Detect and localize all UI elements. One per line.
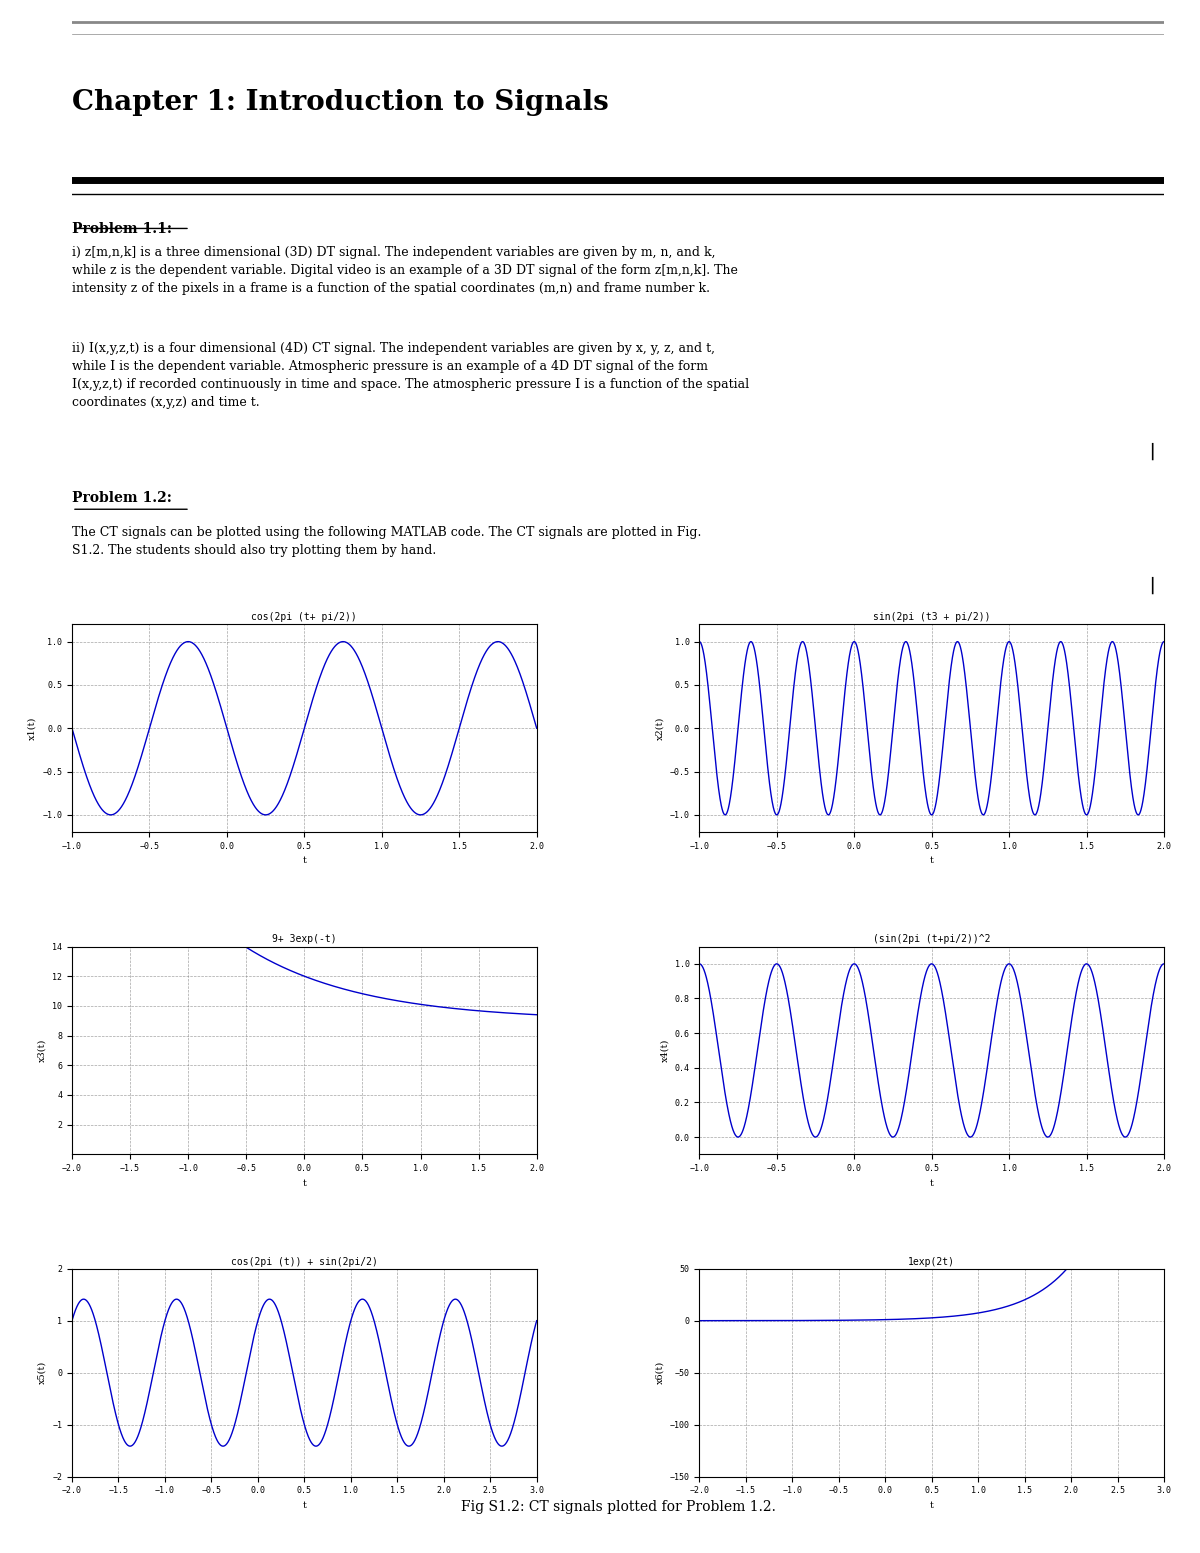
X-axis label: t: t [302, 1500, 306, 1510]
Y-axis label: x1(t): x1(t) [28, 716, 37, 739]
X-axis label: t: t [930, 1500, 934, 1510]
Text: ii) I(x,y,z,t) is a four dimensional (4D) CT signal. The independent variables a: ii) I(x,y,z,t) is a four dimensional (4D… [72, 342, 749, 408]
Text: i) z[m,n,k] is a three dimensional (3D) DT signal. The independent variables are: i) z[m,n,k] is a three dimensional (3D) … [72, 247, 738, 295]
Y-axis label: x2(t): x2(t) [655, 716, 664, 739]
Text: ▏: ▏ [1151, 443, 1164, 460]
Title: (sin(2pi (t+pi/2))^2: (sin(2pi (t+pi/2))^2 [872, 935, 990, 944]
Text: Problem 1.2:: Problem 1.2: [72, 491, 172, 505]
Title: cos(2pi (t)) + sin(2pi/2): cos(2pi (t)) + sin(2pi/2) [230, 1256, 378, 1267]
Text: Problem 1.1:: Problem 1.1: [72, 222, 172, 236]
Y-axis label: x4(t): x4(t) [660, 1039, 670, 1062]
Title: cos(2pi (t+ pi/2)): cos(2pi (t+ pi/2)) [252, 612, 358, 623]
Title: sin(2pi (t3 + pi/2)): sin(2pi (t3 + pi/2)) [872, 612, 990, 623]
Y-axis label: x5(t): x5(t) [37, 1360, 47, 1384]
X-axis label: t: t [930, 856, 934, 865]
Text: Chapter 1: Introduction to Signals: Chapter 1: Introduction to Signals [72, 89, 608, 115]
X-axis label: t: t [930, 1179, 934, 1188]
Text: The CT signals can be plotted using the following MATLAB code. The CT signals ar: The CT signals can be plotted using the … [72, 525, 701, 556]
Title: 9+ 3exp(-t): 9+ 3exp(-t) [272, 935, 337, 944]
Y-axis label: x3(t): x3(t) [37, 1039, 47, 1062]
Text: ▏: ▏ [1151, 576, 1164, 595]
Title: 1exp(2t): 1exp(2t) [908, 1256, 955, 1267]
Text: Fig S1.2: CT signals plotted for Problem 1.2.: Fig S1.2: CT signals plotted for Problem… [461, 1500, 775, 1514]
X-axis label: t: t [302, 856, 306, 865]
X-axis label: t: t [302, 1179, 306, 1188]
Y-axis label: x6(t): x6(t) [655, 1360, 664, 1384]
